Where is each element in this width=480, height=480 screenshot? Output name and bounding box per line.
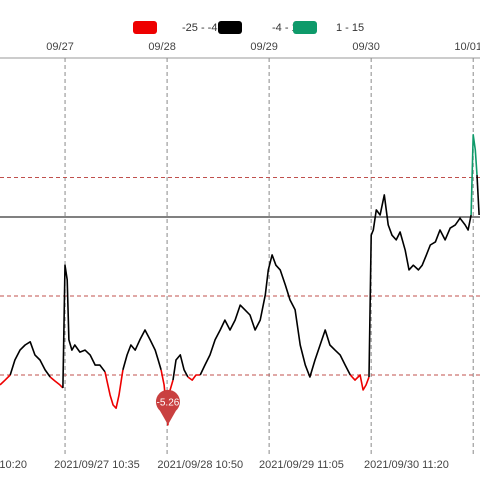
legend-swatch (293, 21, 317, 34)
series-line (122, 329, 162, 371)
x-tick-label: 2021/09/30 11:20 (364, 459, 449, 471)
legend-swatch (218, 21, 242, 34)
series-line (0, 374, 11, 386)
series-line (187, 374, 201, 381)
series-line (368, 194, 472, 378)
x-tick-label: 10/01 (454, 41, 480, 53)
x-tick-label: 09/27 (46, 41, 74, 53)
series-line (9, 341, 51, 378)
series-line (349, 374, 370, 391)
series-line (62, 264, 106, 389)
series-line (104, 369, 124, 409)
x-tick-label: 09/29 (250, 41, 278, 53)
annotation-label: -5.26 (157, 397, 180, 408)
legend-swatch (133, 21, 157, 34)
x-tick-label: 09/28 (148, 41, 176, 53)
annotation-pin (155, 389, 180, 425)
series-line (476, 175, 480, 216)
legend-label: -4 - 1 (272, 22, 298, 34)
legend-label: 1 - 15 (336, 22, 364, 34)
x-tick-label: 2021/09/28 10:50 (157, 459, 243, 471)
legend-label: -25 - -4 (182, 22, 217, 34)
x-tick-label: 2021/09/27 10:35 (54, 459, 140, 471)
series-line (172, 354, 189, 381)
series-line (199, 254, 352, 378)
series-line (470, 134, 478, 216)
x-tick-label: 2021/09/29 11:05 (259, 459, 344, 471)
series-line (49, 376, 64, 389)
x-tick-label: 09/30 (352, 41, 380, 53)
x-tick-label: 10:20 (0, 459, 27, 471)
